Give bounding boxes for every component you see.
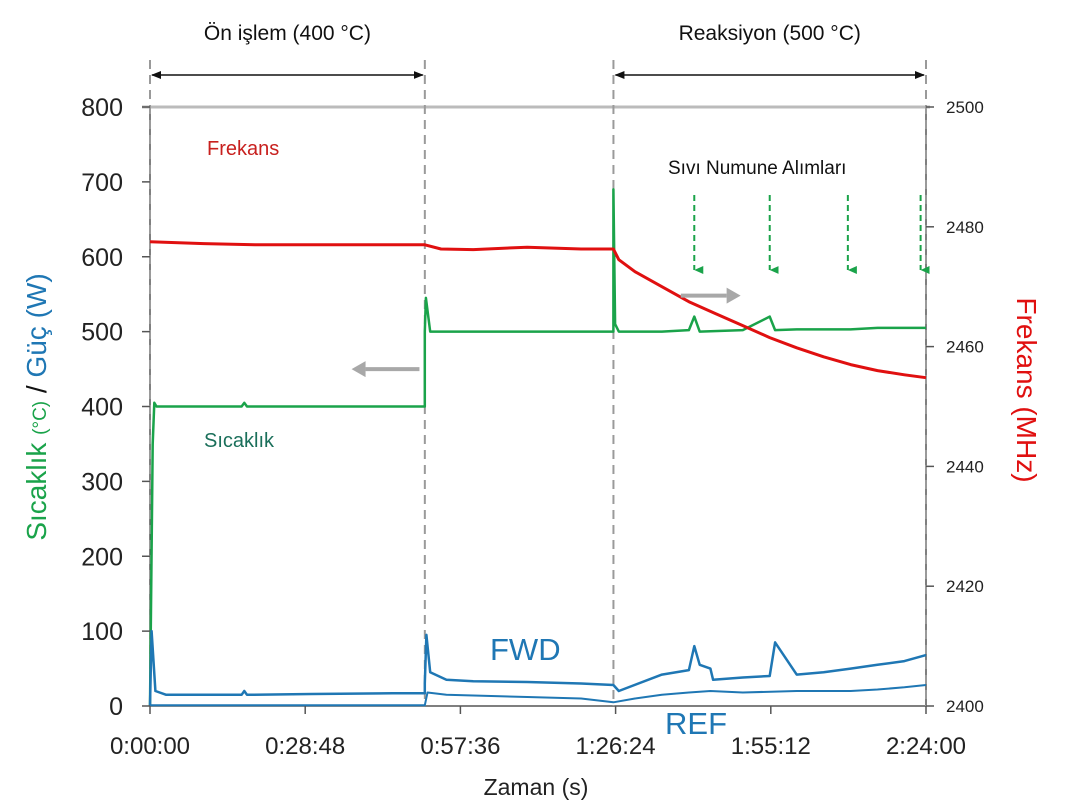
left-tick-label-6: 600 — [81, 244, 123, 272]
fwd-label: FWD — [490, 632, 561, 667]
ref-label: REF — [665, 706, 727, 741]
temperature-axis-arrow-head — [351, 361, 366, 378]
left-tick-label-8: 800 — [81, 94, 123, 122]
x-tick-label-4: 1:55:12 — [731, 733, 811, 760]
x-tick-label-5: 2:24:00 — [886, 733, 966, 760]
y-left-sep-text: / — [21, 378, 52, 401]
right-tick-label-0: 2400 — [946, 697, 984, 716]
right-tick-label-5: 2500 — [946, 98, 984, 117]
left-tick-label-7: 700 — [81, 169, 123, 197]
series-line-0 — [148, 188, 926, 707]
temperature-label: Sıcaklık — [204, 430, 275, 452]
phase-label-0: Ön işlem (400 °C) — [204, 22, 371, 45]
x-tick-label-3: 1:26:24 — [576, 733, 656, 760]
x-tick-label-1: 0:28:48 — [265, 733, 345, 760]
left-tick-label-1: 100 — [81, 618, 123, 646]
series-line-3 — [149, 240, 927, 380]
phase-label-1: Reaksiyon (500 °C) — [679, 22, 861, 45]
right-tick-label-3: 2460 — [946, 338, 984, 357]
left-tick-label-2: 200 — [81, 543, 123, 571]
left-tick-label-3: 300 — [81, 468, 123, 496]
x-tick-label-2: 0:57:36 — [420, 733, 500, 760]
y-left-unit-text: (°C) — [30, 401, 51, 435]
left-tick-label-0: 0 — [109, 693, 123, 721]
right-tick-label-4: 2480 — [946, 218, 984, 237]
y-axis-left-title: Sıcaklık (°C) / Güç (W) — [21, 273, 52, 540]
right-tick-label-1: 2420 — [946, 577, 984, 596]
left-tick-label-4: 400 — [81, 394, 123, 422]
x-axis-title: Zaman (s) — [484, 774, 589, 800]
sampling-label: Sıvı Numune Alımları — [668, 158, 846, 179]
series-line-1 — [148, 629, 927, 707]
frequency-label: Frekans — [207, 138, 279, 160]
frequency-axis-arrow-head — [726, 287, 741, 304]
right-tick-label-2: 2440 — [946, 457, 984, 476]
y-left-power-text: Güç (W) — [21, 273, 52, 377]
series-line-2 — [150, 684, 927, 707]
x-tick-label-0: 0:00:00 — [110, 733, 190, 760]
y-left-temp-text: Sıcaklık — [21, 435, 52, 541]
y-axis-right-title: Frekans (MHz) — [1011, 297, 1042, 482]
left-tick-label-5: 500 — [81, 319, 123, 347]
